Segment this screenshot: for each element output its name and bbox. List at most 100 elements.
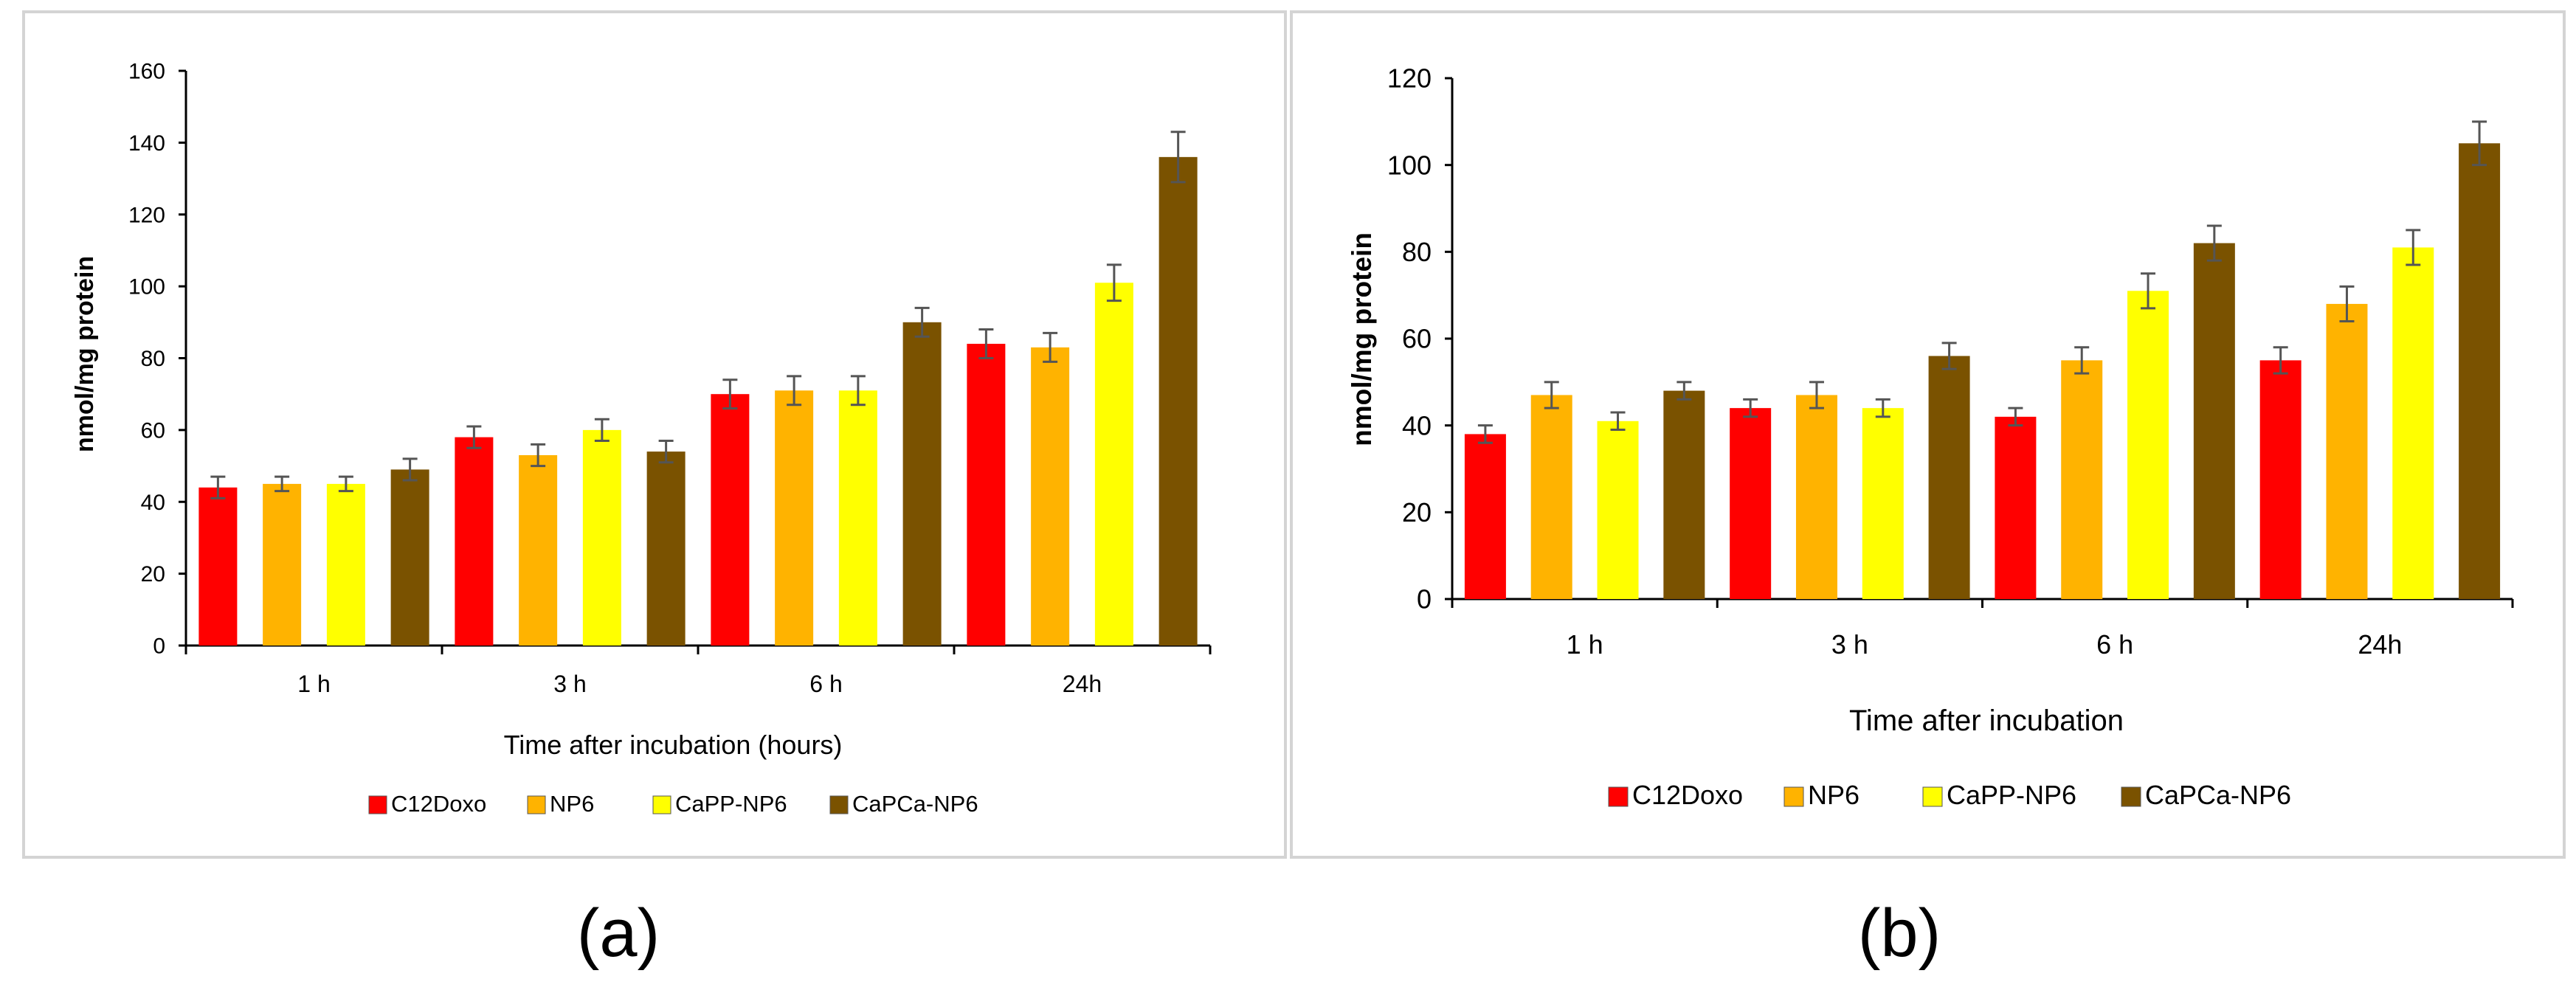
error-bar <box>274 475 290 493</box>
error-bar <box>978 328 994 359</box>
error-bar <box>1106 263 1122 302</box>
error-bar <box>2339 285 2355 322</box>
error-bar <box>594 418 610 442</box>
legend-a: C12Doxo NP6 CaPP-NP6 CaPCa-NP6 <box>368 791 978 817</box>
x-tick-label: 3 h <box>553 671 586 697</box>
bar-capca-np6 <box>1158 156 1198 646</box>
bar-capp-np6 <box>326 483 365 646</box>
bar-capp-np6 <box>1094 283 1133 646</box>
error-bar <box>466 425 482 449</box>
bar-c12doxo <box>1730 408 1772 599</box>
bar-capca-np6 <box>902 322 942 646</box>
y-tick-label: 100 <box>128 275 165 300</box>
y-tick-label: 160 <box>128 60 165 84</box>
bar-capp-np6 <box>582 429 621 646</box>
plot-area-b: 0 20 40 60 80 100 120 1 h 3 h 6 h 24h <box>1387 63 2514 660</box>
error-bar <box>2206 224 2222 262</box>
bar-capp-np6 <box>838 390 877 646</box>
y-tick-label: 60 <box>141 418 165 443</box>
bar-capca-np6 <box>646 451 686 646</box>
y-tick-label: 60 <box>1402 324 1432 354</box>
error-bar <box>914 306 930 338</box>
error-bar <box>2472 120 2487 167</box>
y-tick-label: 20 <box>1402 497 1432 527</box>
bar-capp-np6 <box>1597 421 1639 599</box>
y-tick-label: 20 <box>141 562 165 587</box>
error-bar <box>338 475 353 493</box>
y-tick-label: 0 <box>1417 584 1432 615</box>
error-bar <box>787 375 802 406</box>
legend-label: CaPP-NP6 <box>1947 780 2076 810</box>
error-bar <box>1677 381 1692 401</box>
y-tick-label: 140 <box>128 131 165 156</box>
legend-swatch <box>368 795 387 814</box>
bar-c12doxo <box>711 394 750 646</box>
bar-np6 <box>1031 347 1070 646</box>
bar-capca-np6 <box>1928 356 1970 599</box>
bar-c12doxo <box>967 344 1006 646</box>
legend-label: NP6 <box>1808 780 1860 810</box>
y-tick-label: 80 <box>1402 237 1432 267</box>
bar-np6 <box>1530 395 1572 599</box>
error-bar <box>2273 346 2288 375</box>
bar-c12doxo <box>455 437 494 646</box>
error-bar <box>1941 342 1957 370</box>
bar-c12doxo <box>1995 416 2037 599</box>
bar-np6 <box>775 390 814 646</box>
bar-c12doxo <box>198 487 238 646</box>
bar-capca-np6 <box>1663 390 1705 599</box>
error-bar <box>1170 131 1186 184</box>
legend-swatch <box>1922 786 1943 807</box>
x-tick-label: 24h <box>2358 629 2402 660</box>
error-bar <box>531 443 546 468</box>
legend-swatch <box>527 795 546 814</box>
legend-item: C12Doxo <box>368 791 486 817</box>
x-tick-label: 1 h <box>1567 629 1603 660</box>
legend-label: NP6 <box>550 791 594 817</box>
legend-label: C12Doxo <box>1632 780 1743 810</box>
legend-item: CaPP-NP6 <box>1922 780 2076 810</box>
x-tick-label: 1 h <box>297 671 330 697</box>
y-tick-label: 40 <box>141 491 165 515</box>
bar-np6 <box>2326 303 2368 599</box>
error-bar <box>2008 406 2023 427</box>
y-tick-label: 120 <box>1387 63 1432 94</box>
legend-swatch <box>652 795 671 814</box>
legend-label: CaPCa-NP6 <box>852 791 978 817</box>
y-tick-label: 100 <box>1387 150 1432 180</box>
legend-item: CaPCa-NP6 <box>2121 780 2291 810</box>
error-bar <box>722 378 738 410</box>
error-bar <box>2141 272 2156 310</box>
legend-label: CaPCa-NP6 <box>2145 780 2291 810</box>
plot-area-a: 0 20 40 60 80 100 120 140 160 1 h 3 h 6 h 24h <box>128 60 1212 697</box>
chart-panel-a: nmol/mg protein Time after incubation (h… <box>22 10 1287 971</box>
x-tick-label: 24h <box>1063 671 1102 697</box>
error-bar <box>1043 331 1058 363</box>
error-bar <box>658 439 674 464</box>
x-tick-label: 6 h <box>809 671 842 697</box>
error-bar <box>1809 381 1824 409</box>
legend-item: NP6 <box>527 791 594 817</box>
bar-capca-np6 <box>2193 243 2235 599</box>
legend-b: C12Doxo NP6 CaPP-NP6 CaPCa-NP6 <box>1608 780 2291 810</box>
error-bar <box>850 375 866 406</box>
bar-c12doxo <box>1464 434 1506 599</box>
error-bar <box>402 457 418 482</box>
panel-a-frame <box>22 10 1287 859</box>
x-axis-label-a: Time after incubation (hours) <box>504 730 843 760</box>
error-bar <box>2406 229 2421 266</box>
y-tick-label: 120 <box>128 203 165 227</box>
x-tick-label: 3 h <box>1831 629 1868 660</box>
bar-np6 <box>263 483 302 646</box>
legend-swatch <box>1608 786 1629 807</box>
error-bar <box>210 475 226 499</box>
y-tick-label: 40 <box>1402 410 1432 440</box>
bar-capp-np6 <box>2392 247 2434 599</box>
legend-item: C12Doxo <box>1608 780 1743 810</box>
legend-label: C12Doxo <box>391 791 486 817</box>
legend-item: CaPP-NP6 <box>652 791 787 817</box>
legend-swatch <box>2121 786 2141 807</box>
legend-item: NP6 <box>1783 780 1860 810</box>
legend-swatch <box>829 795 849 814</box>
